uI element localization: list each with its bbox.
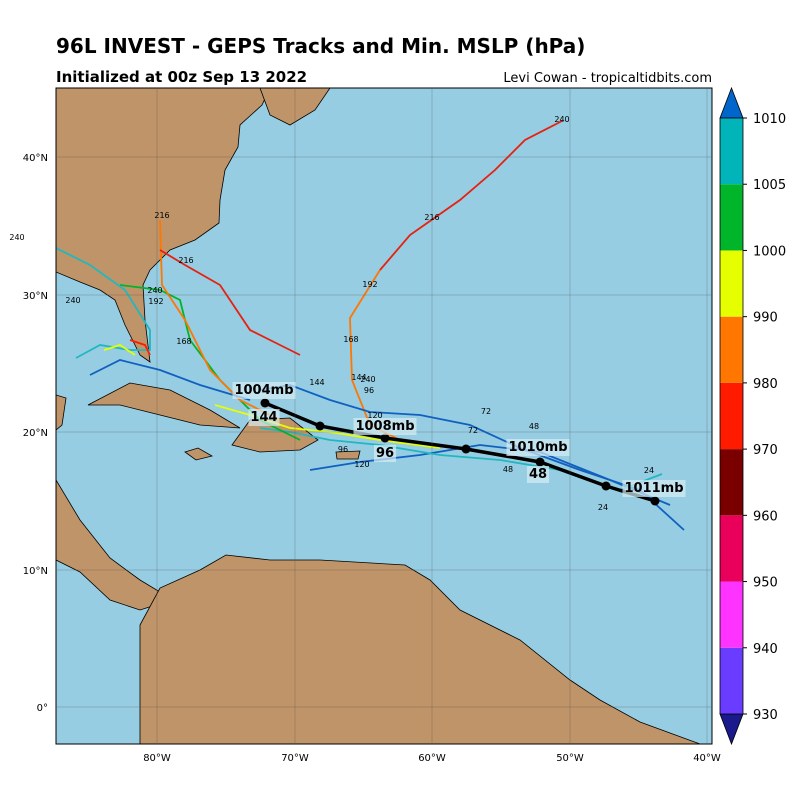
colorbar-frame bbox=[719, 117, 744, 715]
track-point bbox=[535, 457, 545, 467]
track-point bbox=[315, 421, 325, 431]
colorbar-label: 1010 bbox=[753, 112, 786, 127]
hour-label: 216 bbox=[178, 256, 193, 265]
hour-label: 120 bbox=[367, 411, 382, 420]
lat-label: 0° bbox=[37, 703, 48, 714]
track-label: 144 bbox=[250, 410, 277, 425]
colorbar-label: 990 bbox=[753, 311, 778, 326]
hour-label: 144 bbox=[351, 373, 366, 382]
hour-label: 168 bbox=[343, 335, 358, 344]
hour-label: 120 bbox=[354, 460, 369, 469]
colorbar-segment bbox=[720, 184, 743, 251]
track-point bbox=[650, 496, 660, 506]
hour-label: 240 bbox=[65, 296, 80, 305]
label-box bbox=[526, 466, 550, 483]
colorbar-segment bbox=[720, 382, 743, 450]
track-point bbox=[380, 433, 390, 443]
colorbar-over bbox=[719, 86, 744, 119]
lon-label: 70°W bbox=[281, 753, 309, 764]
colorbar-label: 970 bbox=[753, 443, 778, 458]
hour-label: 240 bbox=[147, 286, 162, 295]
hour-label: 144 bbox=[309, 378, 324, 387]
label-box bbox=[622, 480, 686, 497]
hour-label: 96 bbox=[338, 445, 348, 454]
hour-label: 192 bbox=[148, 297, 163, 306]
colorbar-label: 980 bbox=[753, 377, 778, 392]
colorbar-label: 930 bbox=[753, 708, 778, 723]
land bbox=[56, 88, 701, 744]
track-point bbox=[260, 398, 270, 408]
colorbar-under bbox=[719, 713, 744, 746]
lon-label: 60°W bbox=[418, 753, 446, 764]
colorbar-segment bbox=[720, 647, 743, 714]
lat-label: 30°N bbox=[23, 291, 48, 302]
track-point bbox=[461, 444, 471, 454]
track-label: 96 bbox=[376, 446, 394, 461]
colorbar-segment bbox=[720, 449, 743, 516]
hour-label: 192 bbox=[362, 280, 377, 289]
track-label: 1004mb bbox=[234, 383, 293, 398]
hour-label: 24 bbox=[598, 503, 608, 512]
colorbar-label: 940 bbox=[753, 642, 778, 657]
hour-label: 24 bbox=[644, 466, 654, 475]
hour-label: 240 bbox=[554, 115, 569, 124]
colorbar-label: 950 bbox=[753, 576, 778, 591]
hour-label: 240 bbox=[360, 375, 375, 384]
colorbar-segment bbox=[720, 118, 743, 185]
colorbar-segment bbox=[720, 316, 743, 383]
label-box bbox=[248, 409, 280, 426]
label-box bbox=[506, 439, 570, 456]
subtitle: Initialized at 00z Sep 13 2022 bbox=[56, 68, 307, 86]
hour-label: 96 bbox=[364, 386, 374, 395]
colorbar-label: 1005 bbox=[753, 178, 786, 193]
hour-label: 48 bbox=[503, 465, 513, 474]
frame bbox=[55, 87, 713, 745]
colorbar-label: 1000 bbox=[753, 244, 786, 259]
hour-label: 240 bbox=[9, 233, 24, 242]
lon-label: 50°W bbox=[556, 753, 584, 764]
track-label: 1011mb bbox=[624, 481, 683, 496]
title: 96L INVEST - GEPS Tracks and Min. MSLP (… bbox=[56, 34, 585, 58]
hour-label: 48 bbox=[529, 422, 539, 431]
track-label: 1008mb bbox=[355, 419, 414, 434]
hour-label: 168 bbox=[176, 337, 191, 346]
colorbar-segment bbox=[720, 515, 743, 582]
credit: Levi Cowan - tropicaltidbits.com bbox=[503, 71, 712, 86]
lat-label: 40°N bbox=[23, 153, 48, 164]
lon-label: 40°W bbox=[693, 753, 721, 764]
colorbar-segment bbox=[720, 250, 743, 317]
track-label: 1010mb bbox=[508, 440, 567, 455]
colorbar-segment bbox=[720, 581, 743, 648]
lat-label: 10°N bbox=[23, 566, 48, 577]
hour-label: 72 bbox=[481, 407, 491, 416]
lat-label: 20°N bbox=[23, 428, 48, 439]
hour-label: 216 bbox=[424, 213, 439, 222]
label-box bbox=[373, 445, 397, 462]
track-label: 48 bbox=[529, 467, 547, 482]
label-box bbox=[232, 382, 296, 399]
label-box bbox=[353, 418, 417, 435]
track-point bbox=[601, 481, 611, 491]
hour-label: 216 bbox=[154, 211, 169, 220]
colorbar-label: 960 bbox=[753, 509, 778, 524]
lon-label: 80°W bbox=[143, 753, 171, 764]
hour-label: 72 bbox=[468, 426, 478, 435]
